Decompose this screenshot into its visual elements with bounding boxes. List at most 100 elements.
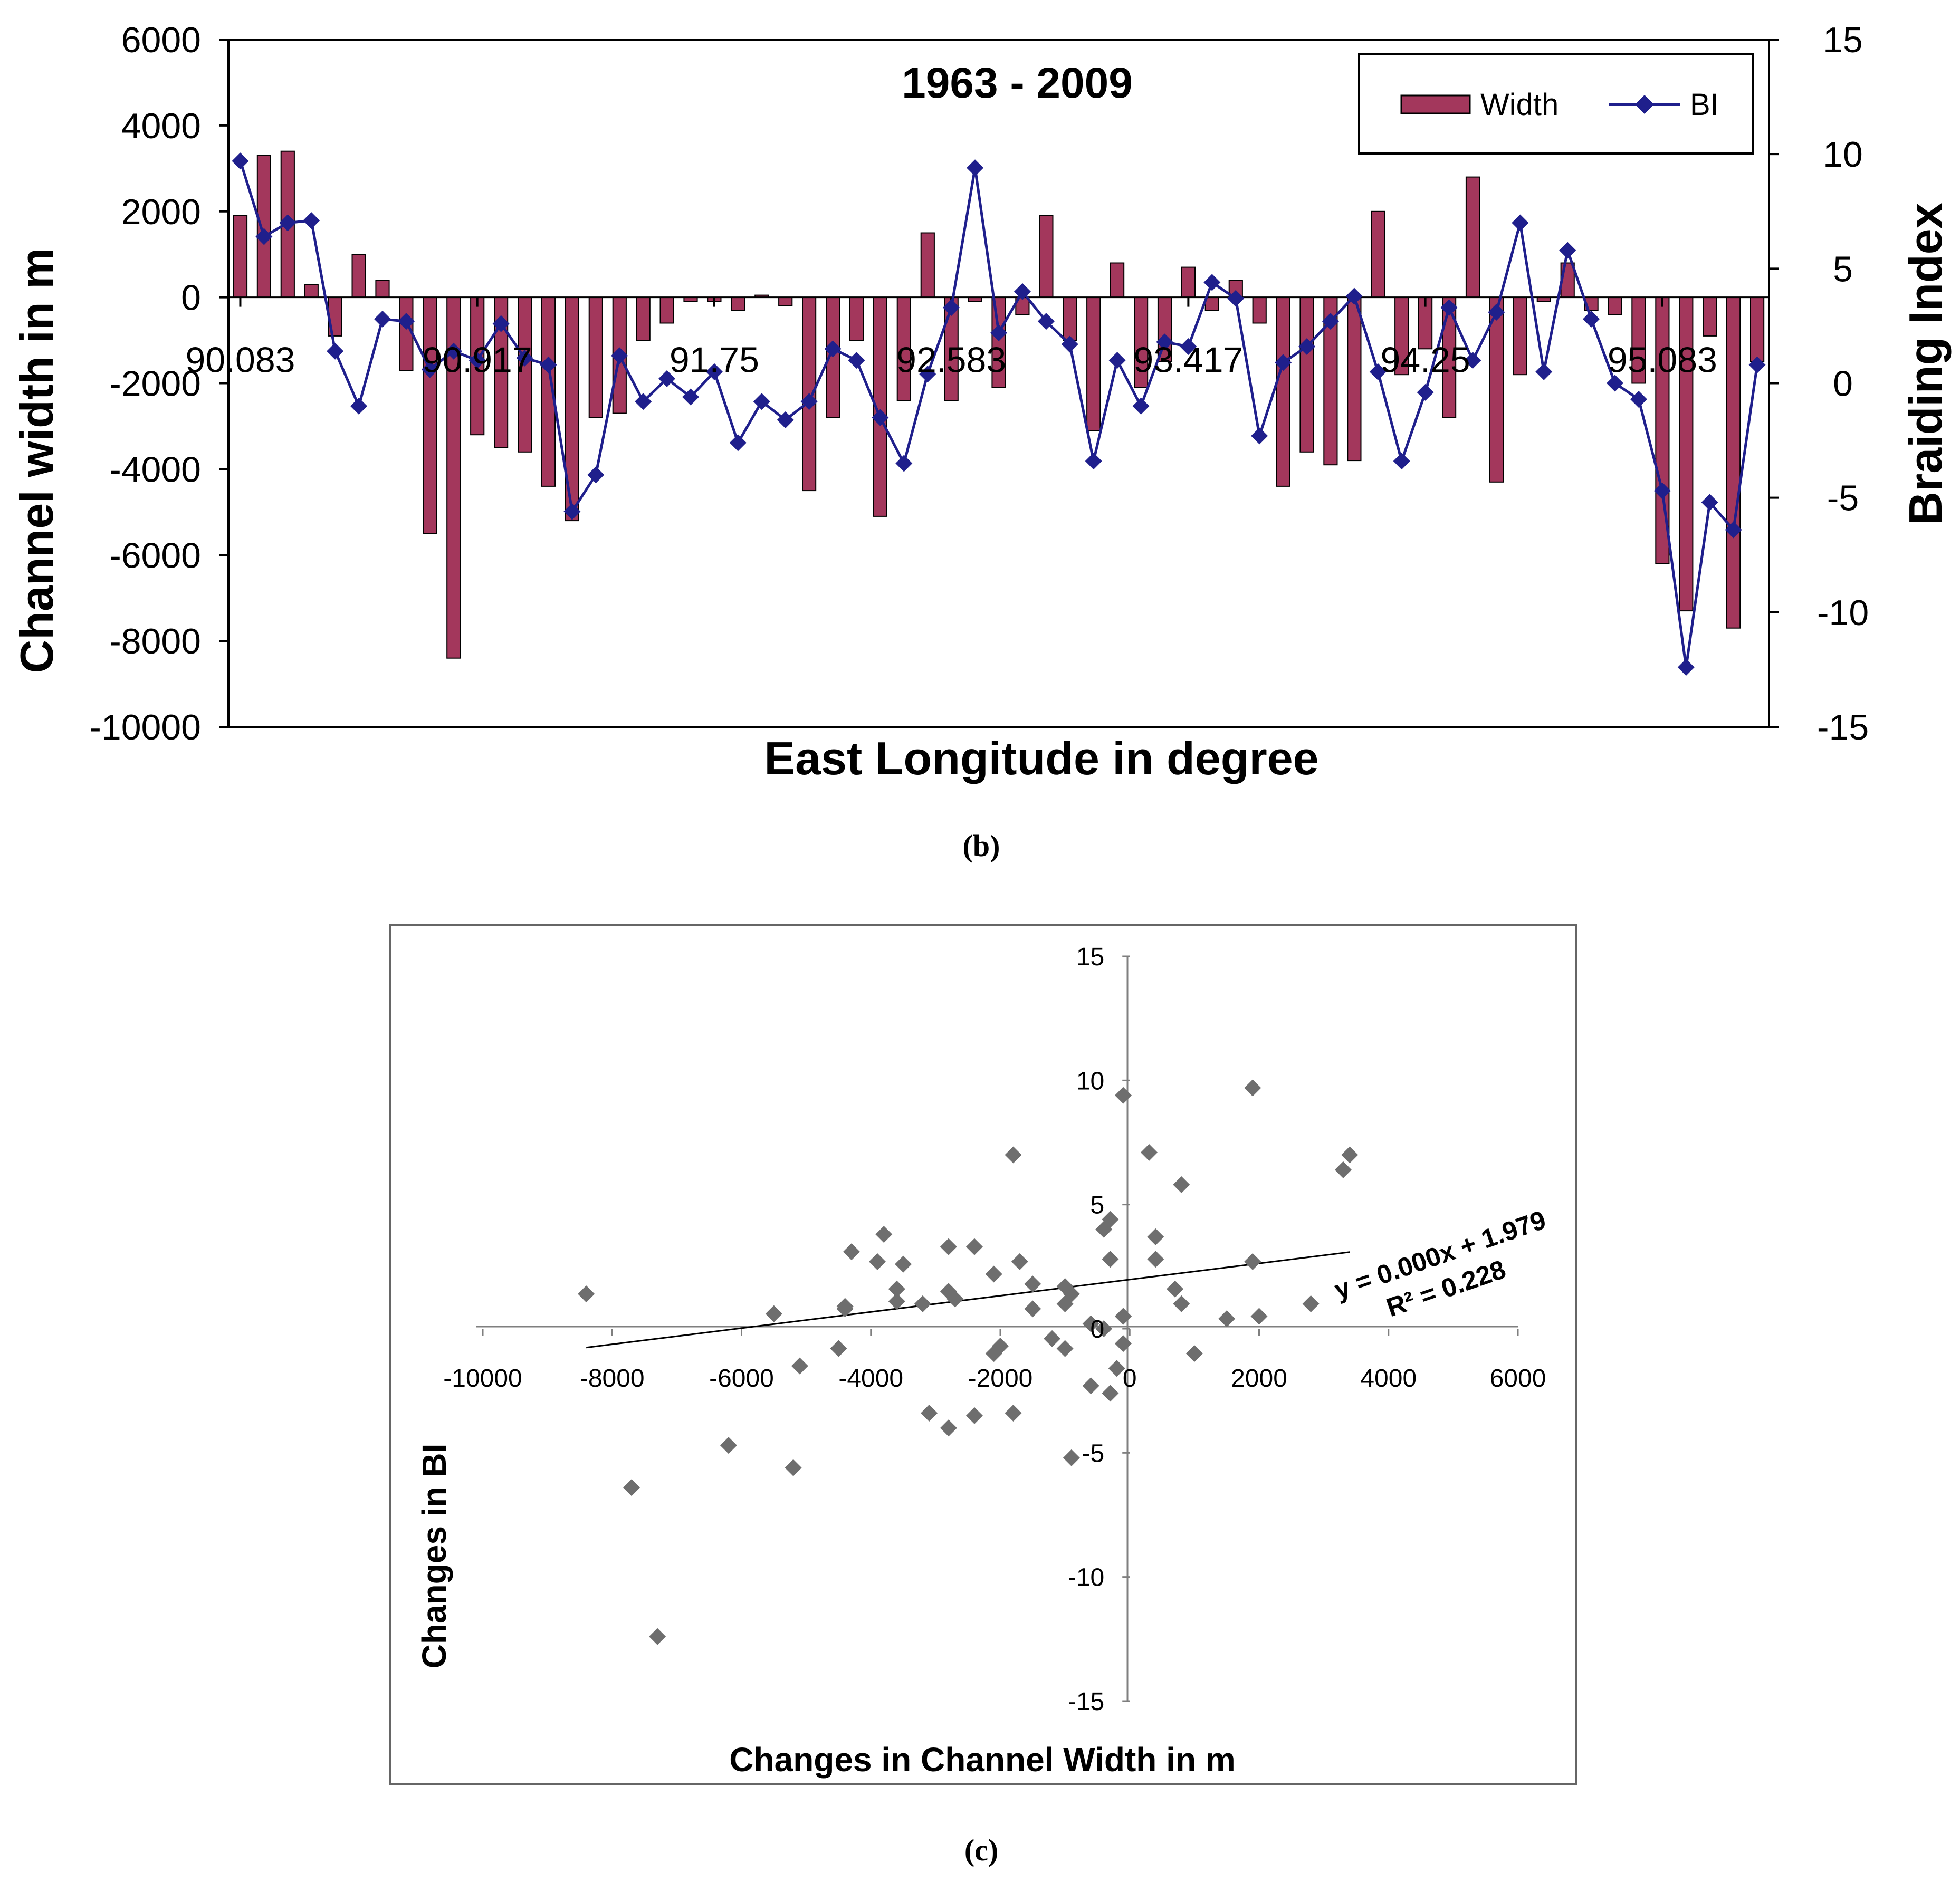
x-tick-label-2: 91.75 (670, 340, 759, 380)
y-tick-label-1: 4000 (121, 106, 201, 146)
width-bar-8 (423, 296, 437, 534)
scatter-x-tick-labels: -10000 -8000 -6000 -4000 -2000 0 2000 4000 6000 (443, 1365, 1546, 1393)
caption-c: (c) (964, 1833, 998, 1867)
scatter-x-tick-label-1: -8000 (580, 1365, 645, 1393)
bi-point-0 (232, 152, 249, 170)
scatter-point-36 (1173, 1295, 1190, 1312)
scatter-point-42 (1082, 1377, 1099, 1395)
width-bar-15 (588, 296, 603, 418)
scatter-point-27 (965, 1407, 983, 1424)
bi-point-46 (1322, 313, 1339, 330)
scatter-point-29 (965, 1238, 983, 1255)
width-bar-45 (1299, 296, 1314, 453)
bi-point-12 (516, 349, 533, 367)
y-tick-labels: 6000 4000 2000 0 -2000 -4000 -6000 -8000 -10000 (89, 20, 201, 747)
bi-point-47 (1345, 287, 1363, 305)
scatter-point-58 (992, 1337, 1009, 1355)
y2-tick-labels: 15 10 5 0 -5 -10 -15 (1817, 20, 1869, 747)
scatter-point-57 (1095, 1320, 1113, 1337)
bi-point-48 (1369, 363, 1387, 380)
width-bar-48 (1371, 210, 1385, 298)
width-bar-29 (920, 232, 935, 298)
y-tick-label-8: -10000 (89, 707, 201, 747)
scatter-point-41 (1147, 1228, 1164, 1245)
scatter-point-7 (1011, 1253, 1028, 1270)
chart-b-x-axis-title: East Longitude in degree (764, 732, 1318, 784)
bi-point-57 (1583, 310, 1600, 328)
width-bar-44 (1276, 296, 1290, 487)
bi-point-43 (1251, 427, 1268, 445)
scatter-point-34 (1056, 1278, 1074, 1295)
bi-point-49 (1393, 453, 1410, 470)
trendline (586, 1251, 1350, 1349)
bi-point-35 (1061, 335, 1078, 353)
y-tick-label-7: -8000 (109, 621, 201, 661)
bi-point-5 (350, 397, 368, 415)
scatter-y-tick-label-3: 0 (1091, 1316, 1105, 1343)
width-bar-47 (1347, 296, 1362, 462)
bi-point-11 (492, 315, 510, 332)
scatter-point-28 (1218, 1310, 1236, 1328)
chart-b-y-axis-title: Channel width in m (11, 248, 63, 674)
y2-tick-label-2: 5 (1833, 249, 1853, 289)
width-bar-34 (1039, 215, 1054, 298)
bi-point-3 (303, 212, 320, 229)
y2-tick-label-0: 15 (1823, 20, 1863, 60)
bi-point-2 (279, 214, 297, 232)
scatter-point-21 (1102, 1385, 1119, 1402)
bi-point-29 (919, 366, 936, 383)
width-bar-62 (1703, 296, 1717, 337)
bar-line-chart: 90.083 90.917 91.75 92.583 93.417 94.25 95.083… (11, 20, 1952, 784)
y-tick-label-5: -4000 (109, 449, 201, 489)
scatter-point-11 (895, 1255, 912, 1273)
scatter-point-40 (1102, 1211, 1119, 1228)
axis-ticks (219, 39, 1779, 728)
bi-point-53 (1488, 303, 1505, 321)
width-bar-28 (896, 296, 911, 401)
y2-tick-label-3: 0 (1833, 364, 1853, 404)
bi-point-32 (990, 324, 1007, 341)
scatter-y-tick-label-2: 5 (1091, 1192, 1105, 1220)
bi-point-40 (1180, 338, 1197, 356)
bi-point-54 (1512, 214, 1529, 232)
width-bar-64 (1750, 296, 1765, 362)
scatter-point-0 (1244, 1079, 1261, 1097)
y2-tick-label-5: -10 (1817, 593, 1869, 633)
width-bar-63 (1726, 296, 1741, 629)
scatter-point-60 (649, 1628, 666, 1645)
scatter-point-44 (888, 1280, 905, 1298)
y-tick-label-3: 0 (181, 278, 201, 318)
scatter-x-tick-label-0: -10000 (443, 1365, 522, 1393)
bi-line-series (232, 152, 1766, 676)
scatter-y-tick-label-0: 15 (1076, 943, 1104, 971)
scatter-point-46 (875, 1226, 893, 1243)
bi-point-64 (1748, 356, 1766, 373)
bi-point-33 (1014, 283, 1031, 300)
bi-point-14 (563, 503, 581, 520)
scatter-point-52 (843, 1243, 860, 1261)
scatter-x-tick-label-8: 6000 (1490, 1365, 1546, 1393)
scatter-point-33 (1244, 1253, 1261, 1270)
chart-b-title: 1963 - 2009 (902, 59, 1133, 107)
y-tick-label-0: 6000 (121, 20, 201, 60)
scatter-point-3 (1141, 1144, 1158, 1161)
width-bar-37 (1110, 262, 1125, 298)
width-bar-26 (849, 296, 864, 341)
chart-b-y2-axis-title: Braiding Index (1899, 203, 1952, 525)
y2-tick-label-6: -15 (1817, 707, 1869, 747)
scatter-point-10 (914, 1295, 931, 1312)
bi-point-55 (1535, 363, 1553, 380)
bi-point-34 (1037, 313, 1055, 330)
bi-point-52 (1464, 352, 1481, 369)
x-tick-label-5: 94.25 (1381, 340, 1470, 380)
scatter-x-tick-label-4: -2000 (968, 1365, 1033, 1393)
bi-point-18 (658, 370, 676, 387)
width-bar-54 (1513, 296, 1527, 376)
scatter-point-9 (578, 1285, 595, 1303)
bi-point-44 (1275, 354, 1292, 371)
width-bar-35 (1063, 296, 1077, 341)
width-bar-43 (1252, 296, 1267, 324)
y-tick-label-4: -2000 (109, 364, 201, 404)
y2-tick-label-1: 10 (1823, 135, 1863, 175)
scatter-point-47 (1250, 1308, 1268, 1325)
